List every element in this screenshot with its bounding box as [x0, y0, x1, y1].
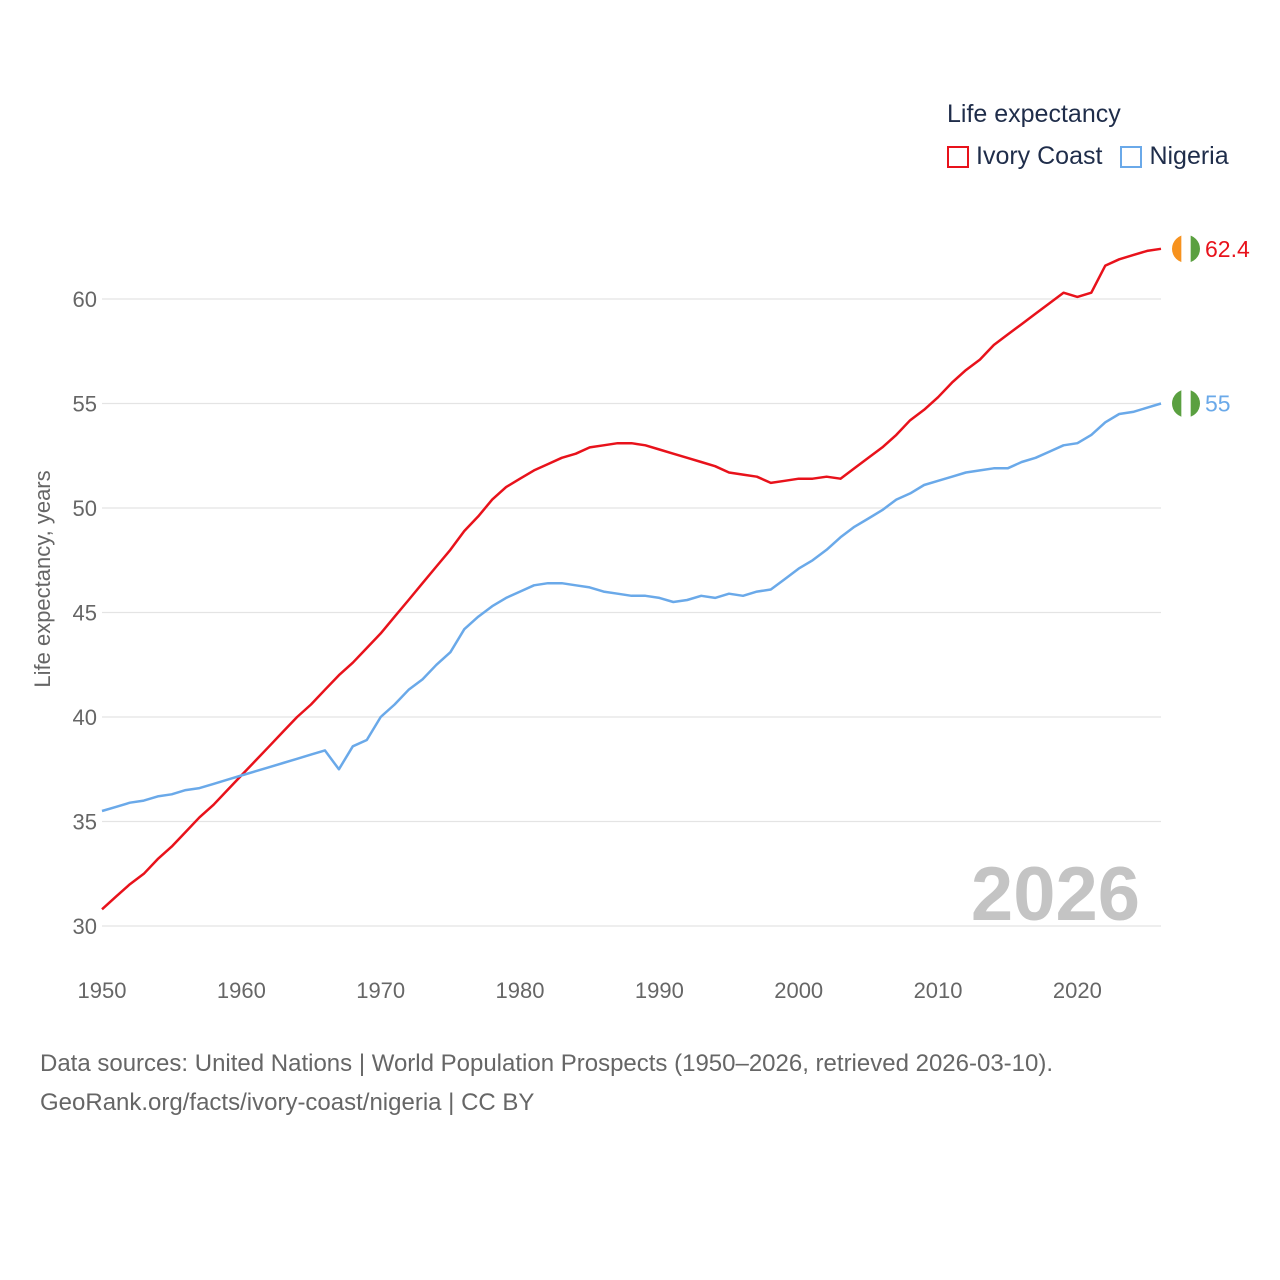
y-tick-35: 35	[73, 810, 97, 835]
flag-icon-ivory-coast	[1172, 234, 1200, 263]
legend-item-ivory-coast[interactable]: Ivory Coast	[947, 142, 1102, 171]
end-label-ivory-coast: 62.4	[1205, 236, 1250, 262]
y-tick-45: 45	[73, 601, 97, 626]
legend-title: Life expectancy	[947, 100, 1121, 128]
y-tick-labels: 30 35 40 45 50 55 60	[73, 287, 97, 939]
y-tick-55: 55	[73, 392, 97, 417]
series-line-nigeria[interactable]	[101, 402, 1162, 813]
series-lines	[101, 247, 1162, 911]
x-tick-2000: 2000	[774, 978, 823, 1003]
legend-swatch-ivory-coast	[947, 145, 969, 168]
y-tick-30: 30	[73, 914, 97, 939]
line-chart: 30 35 40 45 50 55 60 1950 1960 1970 1980 1990 2000 2…	[30, 234, 1250, 1003]
x-tick-1960: 1960	[217, 978, 266, 1003]
end-markers: 62.4 55	[1172, 234, 1250, 418]
x-tick-labels: 1950 1960 1970 1980 1990 2000 2010 2020	[78, 978, 1102, 1003]
x-tick-1970: 1970	[356, 978, 405, 1003]
legend-swatch-nigeria	[1120, 145, 1143, 168]
footer: Data sources: United Nations | World Pop…	[40, 1044, 1053, 1122]
grid-lines	[102, 298, 1161, 927]
x-tick-2010: 2010	[914, 978, 963, 1003]
flag-icon-nigeria	[1172, 389, 1200, 418]
series-line-ivory-coast[interactable]	[101, 247, 1162, 911]
data-source-note: Data sources: United Nations | World Pop…	[40, 1050, 1054, 1077]
x-tick-1990: 1990	[635, 978, 684, 1003]
x-tick-1950: 1950	[78, 978, 127, 1003]
year-watermark: 2026	[971, 852, 1140, 937]
x-tick-2020: 2020	[1053, 978, 1102, 1003]
y-axis-label: Life expectancy, years	[30, 470, 55, 687]
legend-label-ivory-coast: Ivory Coast	[976, 142, 1103, 170]
legend: Ivory Coast Nigeria	[947, 142, 1247, 171]
legend-item-nigeria[interactable]: Nigeria	[1120, 142, 1229, 171]
source-link[interactable]: GeoRank.org/facts/ivory-coast/nigeria | …	[40, 1089, 535, 1116]
end-label-nigeria: 55	[1205, 391, 1231, 417]
legend-label-nigeria: Nigeria	[1149, 142, 1229, 170]
y-tick-40: 40	[73, 705, 97, 730]
y-tick-50: 50	[73, 496, 97, 521]
y-tick-60: 60	[73, 287, 97, 312]
x-tick-1980: 1980	[496, 978, 545, 1003]
